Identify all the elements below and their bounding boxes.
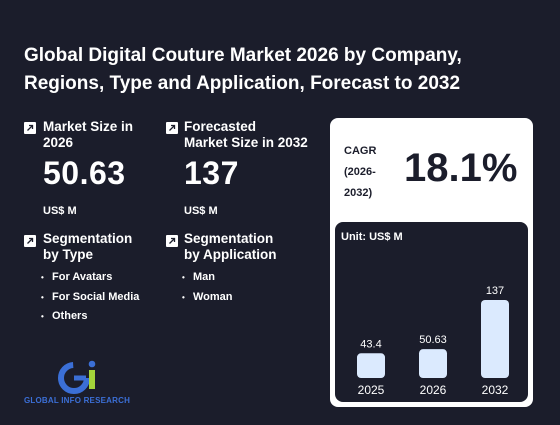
list-item: For Social Media [41, 288, 139, 308]
forecast-size-label: Forecasted Market Size in 2032 [184, 119, 308, 150]
market-size-label: Market Size in 2026 [43, 119, 134, 150]
list-item: Man [182, 268, 233, 288]
chart-panel: Unit: US$ M 43.4 2025 50.63 2026 137 2032 [335, 222, 528, 402]
cagr-label: CAGR (2026- 2032) [344, 145, 377, 199]
cagr-card: CAGR (2026- 2032) 18.1% Unit: US$ M 43.4… [330, 118, 533, 407]
arrow-up-right-icon [24, 235, 36, 247]
forecast-size-unit: US$ M [184, 205, 218, 217]
bar-chart: 43.4 2025 50.63 2026 137 2032 [357, 285, 509, 397]
arrow-up-right-icon [24, 122, 36, 134]
list-item: Woman [182, 288, 233, 308]
page-title: Global Digital Couture Market 2026 by Co… [24, 45, 462, 94]
chart-unit-label: Unit: US$ M [341, 231, 403, 243]
forecast-size-value: 137 [184, 155, 239, 191]
company-logo [24, 360, 104, 401]
data-label-2032: 137 [486, 285, 504, 297]
arrow-up-right-icon [166, 235, 178, 247]
segmentation-type-label: Segmentation by Type [43, 231, 133, 262]
arrow-up-right-icon [166, 122, 178, 134]
logo-text: GLOBAL INFO RESEARCH [24, 396, 131, 405]
data-label-2026: 50.63 [419, 334, 447, 346]
market-size-unit: US$ M [43, 205, 77, 217]
list-item: Others [41, 307, 139, 327]
segmentation-application-list: Man Woman [182, 268, 233, 308]
market-size-value: 50.63 [43, 155, 126, 191]
x-tick-label-2032: 2032 [482, 383, 509, 397]
bar-2026 [419, 349, 447, 378]
x-tick-label-2025: 2025 [358, 383, 385, 397]
x-tick-label-2026: 2026 [420, 383, 447, 397]
bar-2025 [357, 353, 385, 378]
data-label-2025: 43.4 [360, 338, 381, 350]
bar-2032 [481, 300, 509, 378]
list-item: For Avatars [41, 268, 139, 288]
segmentation-type-list: For Avatars For Social Media Others [41, 268, 139, 327]
segmentation-application-label: Segmentation by Application [184, 231, 277, 262]
cagr-value: 18.1% [404, 146, 518, 190]
